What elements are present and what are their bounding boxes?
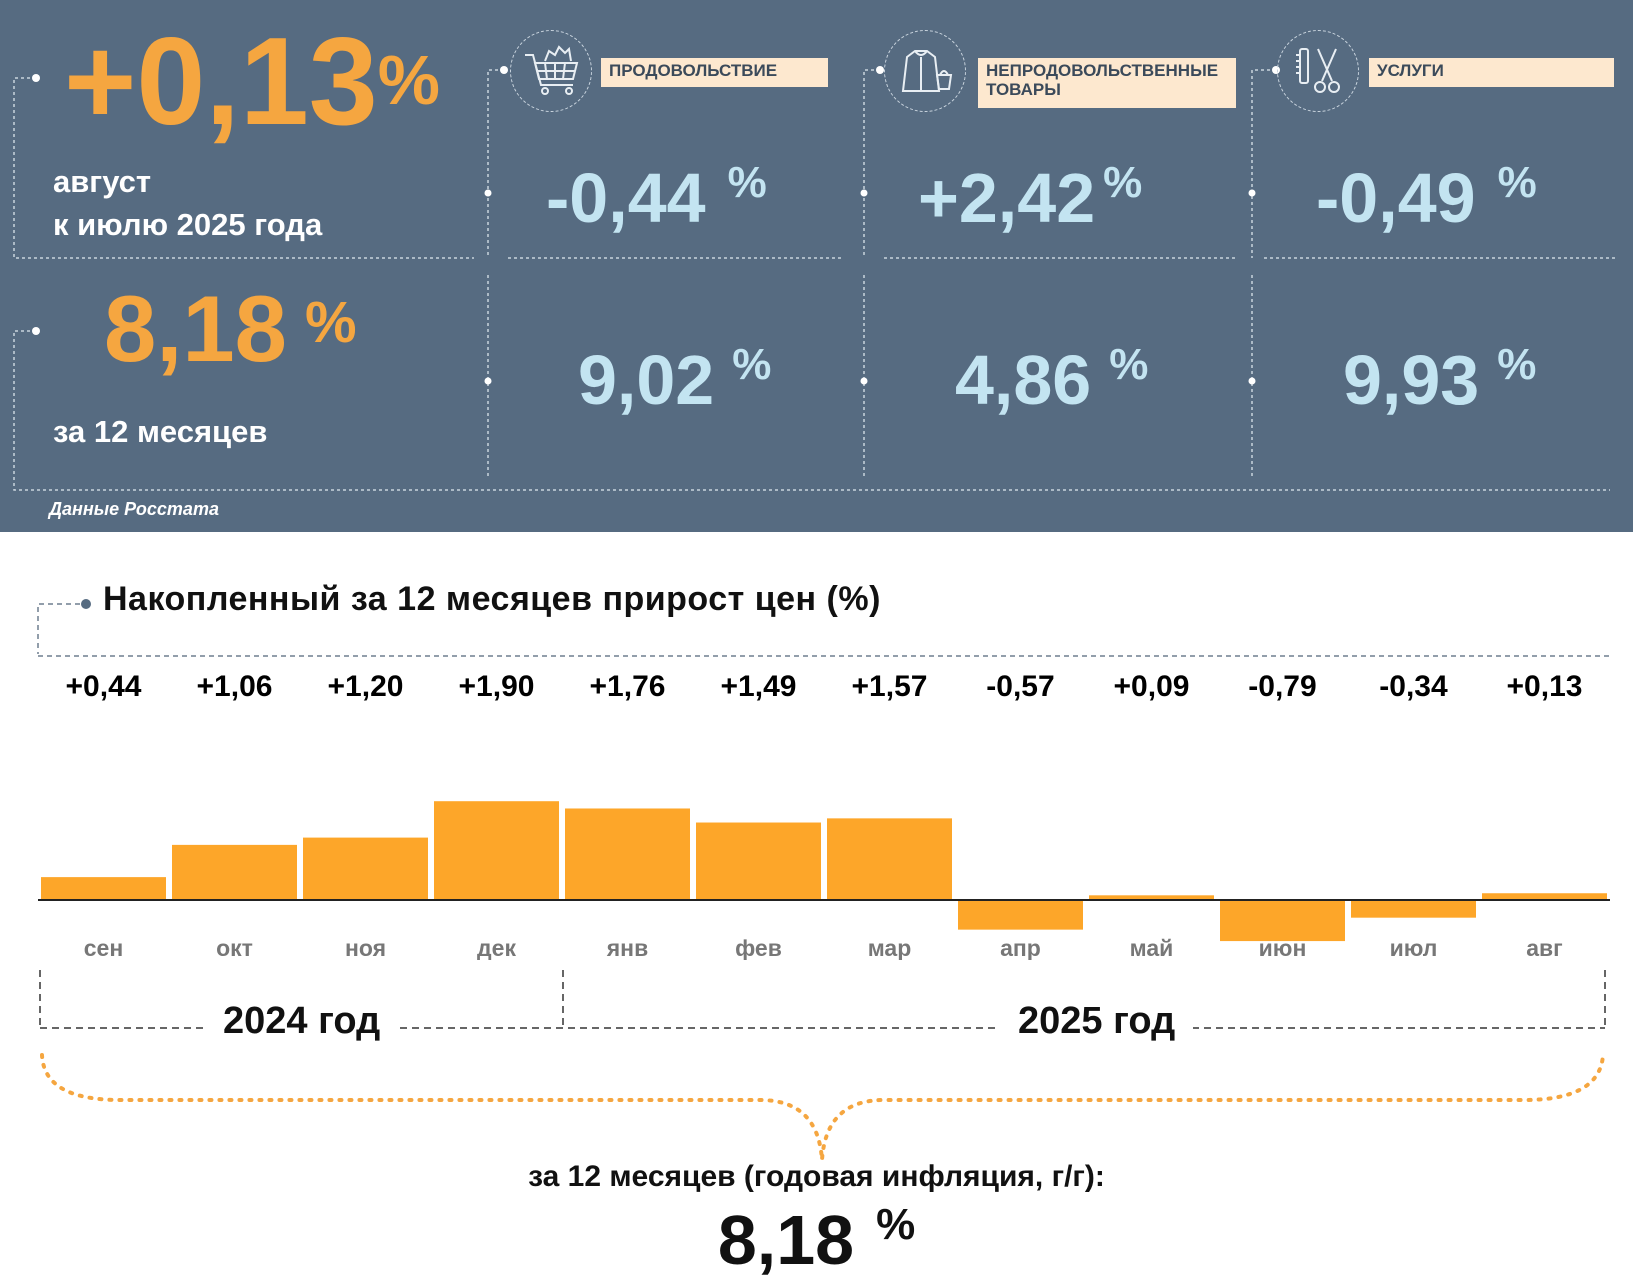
summary-caption: за 12 месяцев (годовая инфляция, г/г): bbox=[528, 1160, 1105, 1193]
year-2024-label: 2024 год bbox=[205, 1000, 399, 1043]
month-label-дек: дек bbox=[477, 935, 516, 960]
value-label-июн: -0,79 bbox=[1248, 670, 1316, 703]
value-label-дек: +1,90 bbox=[459, 670, 535, 703]
yoy-unit: % bbox=[304, 290, 357, 355]
bar-янв bbox=[565, 808, 690, 900]
month-label-мар: мар bbox=[868, 935, 912, 960]
summary-panel: +0,13% август к июлю 2025 года 8,18% за … bbox=[0, 0, 1633, 532]
summary-value: 8,18% bbox=[717, 1200, 916, 1279]
services-mom-value: -0,49% bbox=[1316, 158, 1537, 237]
month-label-окт: окт bbox=[216, 935, 253, 960]
bar-фев bbox=[696, 822, 821, 900]
scissors-comb-icon bbox=[1277, 30, 1359, 112]
month-label-сен: сен bbox=[84, 935, 123, 960]
value-label-сен: +0,44 bbox=[66, 670, 142, 703]
clothes-icon bbox=[884, 30, 966, 112]
mom-value: +0,13% bbox=[64, 13, 441, 151]
bar-chart: +0,44 сен +1,06 окт +1,20 ноя +1,90 дек +1,76 янв… bbox=[38, 670, 1610, 960]
value-label-фев: +1,49 bbox=[721, 670, 797, 703]
month-label-апр: апр bbox=[1000, 935, 1041, 960]
year-2025-label: 2025 год bbox=[1000, 1000, 1194, 1043]
month-label-авг: авг bbox=[1526, 935, 1563, 960]
bar-ноя bbox=[303, 837, 428, 900]
value-label-авг: +0,13 bbox=[1507, 670, 1583, 703]
mom-caption-line1: август bbox=[53, 164, 152, 199]
food-yoy-value: 9,02% bbox=[578, 340, 772, 419]
bar-апр bbox=[958, 900, 1083, 930]
mom-caption: август к июлю 2025 года bbox=[53, 160, 322, 246]
month-label-июл: июл bbox=[1390, 935, 1438, 960]
value-label-окт: +1,06 bbox=[197, 670, 273, 703]
value-label-ноя: +1,20 bbox=[328, 670, 404, 703]
bar-мар bbox=[827, 818, 952, 900]
value-label-янв: +1,76 bbox=[590, 670, 666, 703]
source-note: Данные Росстата bbox=[49, 499, 219, 519]
category-label-food: ПРОДОВОЛЬСТВИЕ bbox=[601, 58, 828, 87]
mom-unit: % bbox=[377, 41, 441, 119]
bar-июл bbox=[1351, 900, 1476, 918]
yoy-value: 8,18% bbox=[104, 276, 357, 381]
nonfood-yoy-value: 4,86% bbox=[955, 340, 1149, 419]
month-label-фев: фев bbox=[735, 935, 782, 960]
month-label-ноя: ноя bbox=[345, 935, 386, 960]
month-label-янв: янв bbox=[606, 935, 648, 960]
chart-guides bbox=[37, 599, 1610, 657]
value-label-апр: -0,57 bbox=[986, 670, 1054, 703]
bar-дек bbox=[434, 801, 559, 900]
value-label-июл: -0,34 bbox=[1379, 670, 1448, 703]
month-label-май: май bbox=[1130, 935, 1174, 960]
bar-авг bbox=[1482, 893, 1607, 900]
category-label-services: УСЛУГИ bbox=[1369, 58, 1614, 87]
bar-сен bbox=[41, 877, 166, 900]
chart-title: Накопленный за 12 месяцев прирост цен (%… bbox=[103, 580, 881, 618]
services-yoy-value: 9,93% bbox=[1343, 340, 1537, 419]
category-label-nonfood: НЕПРОДОВОЛЬСТВЕННЫЕ ТОВАРЫ bbox=[978, 58, 1236, 108]
value-label-мар: +1,57 bbox=[852, 670, 928, 703]
shopping-cart-icon bbox=[510, 30, 592, 112]
yoy-caption: за 12 месяцев bbox=[53, 414, 268, 449]
bar-май bbox=[1089, 895, 1214, 900]
food-mom-value: -0,44% bbox=[546, 158, 767, 237]
value-label-май: +0,09 bbox=[1114, 670, 1190, 703]
mom-caption-line2: к июлю 2025 года bbox=[53, 207, 323, 242]
bar-июн bbox=[1220, 900, 1345, 942]
nonfood-mom-value: +2,42% bbox=[918, 158, 1143, 237]
year-brackets bbox=[39, 970, 1606, 1161]
month-label-июн: июн bbox=[1259, 935, 1307, 960]
bar-окт bbox=[172, 844, 297, 900]
